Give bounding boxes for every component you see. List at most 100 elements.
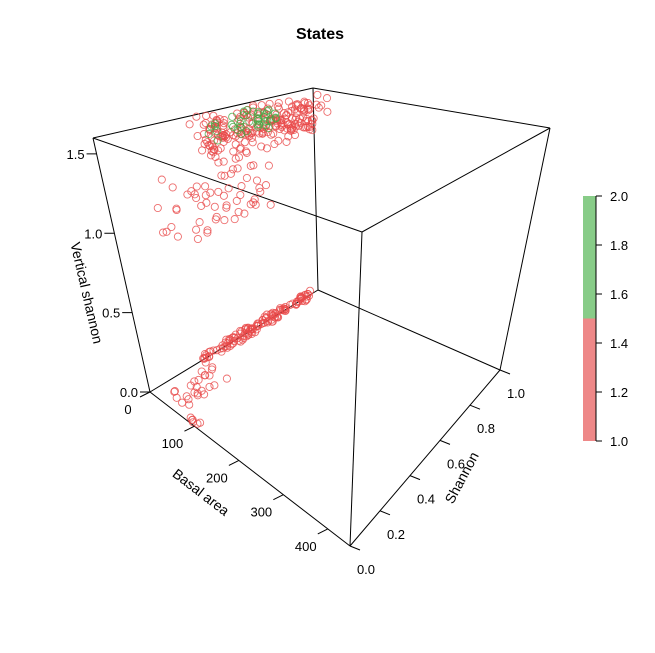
data-point-state1-128 [246, 129, 256, 138]
x-tick-mark-3 [273, 494, 284, 501]
data-point-state1-279 [202, 198, 211, 207]
data-point-state1-24 [284, 132, 293, 141]
data-point-state1-273 [219, 157, 228, 166]
box-edge-9 [349, 231, 363, 547]
data-point-state1-223 [167, 222, 176, 232]
colorbar-segment-high [583, 196, 596, 319]
data-point-state1-437 [193, 419, 202, 428]
box-edge-5 [361, 127, 551, 233]
data-point-state1-265 [195, 218, 204, 227]
data-point-state1-105 [192, 112, 201, 121]
data-point-state1-225 [232, 196, 241, 205]
data-point-state1-409 [297, 293, 306, 302]
data-point-state1-270 [217, 171, 226, 180]
data-point-state1-177 [293, 101, 302, 110]
data-point-state1-210 [214, 146, 223, 155]
data-point-state1-440 [187, 415, 197, 425]
box-edge-1 [349, 369, 501, 547]
data-point-state2-474 [254, 114, 263, 123]
data-point-state1-202 [289, 125, 298, 135]
x-tick-label-4: 400 [295, 539, 317, 554]
data-point-state1-19 [262, 144, 272, 153]
colorbar-segment-low [583, 318, 596, 441]
data-point-state1-435 [186, 413, 195, 422]
box-edge-8 [92, 137, 151, 393]
colorbar-tick-label-5: 2.0 [610, 189, 628, 204]
data-point-state2-475 [204, 129, 213, 139]
data-point-state1-182 [291, 115, 300, 124]
data-point-state1-431 [205, 382, 214, 391]
data-point-state1-10 [229, 147, 238, 156]
data-point-state1-359 [298, 296, 307, 305]
data-point-state1-239 [210, 202, 219, 211]
data-point-state1-260 [187, 187, 196, 196]
data-point-state1-31 [323, 107, 332, 116]
data-point-state1-428 [222, 374, 231, 383]
data-point-state2-444 [212, 126, 221, 136]
data-point-state2-455 [267, 116, 276, 125]
chart-title: States [296, 26, 344, 43]
data-point-state1-266 [234, 153, 244, 162]
data-point-state1-248 [246, 200, 255, 209]
box-edge-10 [499, 127, 551, 371]
data-point-state1-246 [212, 212, 221, 221]
data-point-state1-420 [170, 387, 179, 396]
data-point-state1-406 [200, 350, 209, 359]
colorbar-tick-label-3: 1.6 [610, 287, 628, 302]
y-tick-label-1: 0.2 [387, 527, 405, 542]
data-point-state1-206 [215, 115, 224, 124]
data-point-state1-155 [284, 108, 293, 117]
data-point-state1-267 [173, 232, 182, 241]
data-point-state1-77 [276, 116, 285, 125]
data-point-state1-251 [266, 200, 275, 209]
data-point-state1-347 [222, 335, 231, 344]
data-point-state2-473 [264, 105, 273, 114]
data-point-state1-276 [219, 191, 228, 200]
data-point-state1-385 [212, 346, 221, 355]
data-point-state1-397 [252, 321, 261, 330]
data-point-state1-256 [242, 173, 251, 183]
data-point-state2-441 [245, 117, 254, 126]
data-point-state1-389 [281, 306, 290, 316]
data-point-state1-408 [217, 347, 226, 356]
data-point-state1-227 [224, 184, 233, 193]
data-point-state1-341 [269, 311, 278, 320]
data-point-state1-263 [261, 181, 271, 190]
data-point-state1-43 [273, 102, 282, 111]
data-point-state2-468 [242, 127, 251, 136]
data-point-state1-257 [246, 161, 255, 170]
scatter-points [153, 90, 332, 428]
data-point-state1-144 [269, 129, 278, 138]
data-point-state1-106 [274, 104, 283, 113]
data-point-state1-224 [206, 188, 215, 197]
y-tick-mark-1 [379, 510, 391, 516]
x-tick-mark-4 [317, 528, 329, 535]
data-point-state1-48 [249, 101, 258, 110]
data-point-state1-430 [170, 387, 179, 396]
data-point-state1-259 [162, 227, 171, 236]
data-point-state1-398 [200, 354, 209, 363]
data-point-state1-253 [220, 171, 229, 180]
data-point-state1-245 [236, 190, 245, 200]
data-point-state1-115 [304, 106, 313, 115]
data-point-state1-419 [185, 400, 194, 409]
data-point-state1-150 [285, 119, 294, 129]
data-point-state2-456 [206, 122, 216, 131]
box-edge-7 [92, 87, 314, 139]
x-tick-label-3: 300 [250, 505, 272, 520]
data-point-state1-432 [200, 390, 209, 399]
data-point-state1-261 [159, 228, 168, 237]
data-point-state1-258 [172, 205, 181, 215]
colorbar: 1.0 1.2 1.4 1.6 1.8 2.0 [583, 189, 628, 449]
z-axis-title: Vertical shannon [67, 241, 106, 345]
data-point-state1-403 [253, 319, 262, 328]
data-point-state1-183 [287, 107, 296, 116]
data-point-state1-122 [208, 142, 217, 151]
data-point-state1-165 [270, 139, 279, 149]
data-point-state1-52 [193, 131, 202, 141]
data-point-state1-149 [241, 147, 251, 156]
data-point-state1-140 [307, 116, 316, 125]
data-point-state1-262 [214, 187, 223, 196]
data-point-state1-229 [256, 187, 265, 196]
data-point-state1-228 [157, 175, 166, 184]
